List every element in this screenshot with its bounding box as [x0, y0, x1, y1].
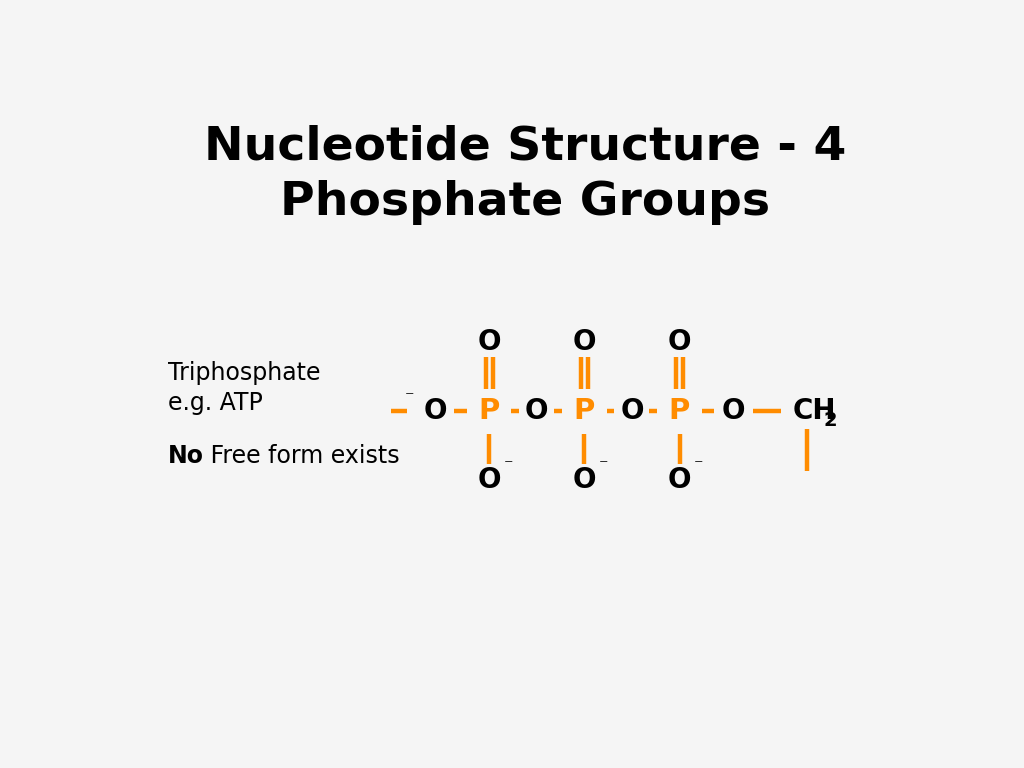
Text: No: No: [168, 444, 204, 468]
Text: CH: CH: [793, 398, 837, 425]
Text: ⁻: ⁻: [404, 389, 415, 408]
Text: O: O: [572, 465, 596, 494]
Text: Triphosphate: Triphosphate: [168, 361, 321, 385]
Text: O: O: [722, 398, 745, 425]
Text: O: O: [621, 398, 644, 425]
Text: O: O: [477, 465, 501, 494]
Text: ⁻: ⁻: [504, 458, 513, 475]
Text: 2: 2: [823, 412, 837, 430]
Text: O: O: [668, 328, 691, 356]
Text: Nucleotide Structure - 4
Phosphate Groups: Nucleotide Structure - 4 Phosphate Group…: [204, 124, 846, 225]
Text: ⁻: ⁻: [599, 458, 608, 475]
Text: ⁻: ⁻: [694, 458, 703, 475]
Text: O: O: [572, 328, 596, 356]
Text: P: P: [478, 398, 500, 425]
Text: O: O: [668, 465, 691, 494]
Text: P: P: [573, 398, 595, 425]
Text: O: O: [477, 328, 501, 356]
Text: O: O: [525, 398, 549, 425]
Text: O: O: [423, 398, 446, 425]
Text: Free form exists: Free form exists: [204, 444, 400, 468]
Text: e.g. ATP: e.g. ATP: [168, 391, 262, 415]
Text: P: P: [669, 398, 690, 425]
